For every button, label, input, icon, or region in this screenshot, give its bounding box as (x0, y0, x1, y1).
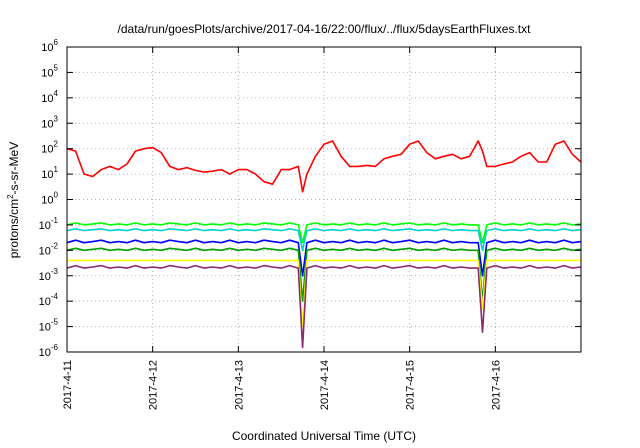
series-line-1 (66, 140, 582, 193)
y-tick-label: 102 (41, 140, 58, 156)
y-tick-label: 100 (41, 191, 58, 207)
x-tick-label: 2017-4-15 (405, 360, 417, 410)
x-axis: 2017-4-11 2017-4-12 2017-4-13 2017-4-14 2017… (62, 47, 502, 410)
x-tick-label: 2017-4-11 (62, 360, 74, 409)
y-tick-label: 10-1 (39, 216, 59, 232)
series-line-7 (66, 264, 582, 349)
series-line-6 (67, 259, 581, 328)
grid-lines (67, 47, 581, 352)
x-axis-label: Coordinated Universal Time (UTC) (232, 429, 416, 443)
x-tick-label: 2017-4-16 (490, 360, 502, 410)
y-tick-label: 10-5 (39, 318, 59, 334)
x-tick-label: 2017-4-14 (319, 360, 331, 410)
y-tick-label: 106 (41, 38, 58, 54)
series-line-5 (66, 247, 582, 303)
x-tick-label: 2017-4-12 (148, 360, 160, 410)
series-group (66, 140, 582, 349)
series-line-2 (66, 222, 582, 244)
y-tick-label: 105 (41, 63, 58, 79)
y-tick-label: 103 (41, 114, 58, 130)
series-line-4 (66, 239, 582, 277)
y-tick-label: 10-4 (39, 292, 59, 308)
series-line-3 (66, 228, 582, 252)
y-tick-label: 104 (41, 89, 58, 105)
y-tick-label: 10-3 (39, 267, 59, 283)
x-tick-label: 2017-4-13 (233, 360, 245, 410)
chart-title: /data/run/goesPlots/archive/2017-04-16/2… (118, 22, 532, 36)
y-tick-label: 10-6 (39, 343, 59, 359)
y-tick-label: 10-2 (39, 241, 59, 257)
y-axis-label: protons/cm2-s-sr-MeV (6, 142, 21, 258)
y-axis: 10-6 10-5 10-4 10-3 10-2 10-1 100 101 102 103 104 1… (39, 38, 581, 359)
y-tick-label: 101 (41, 165, 58, 181)
